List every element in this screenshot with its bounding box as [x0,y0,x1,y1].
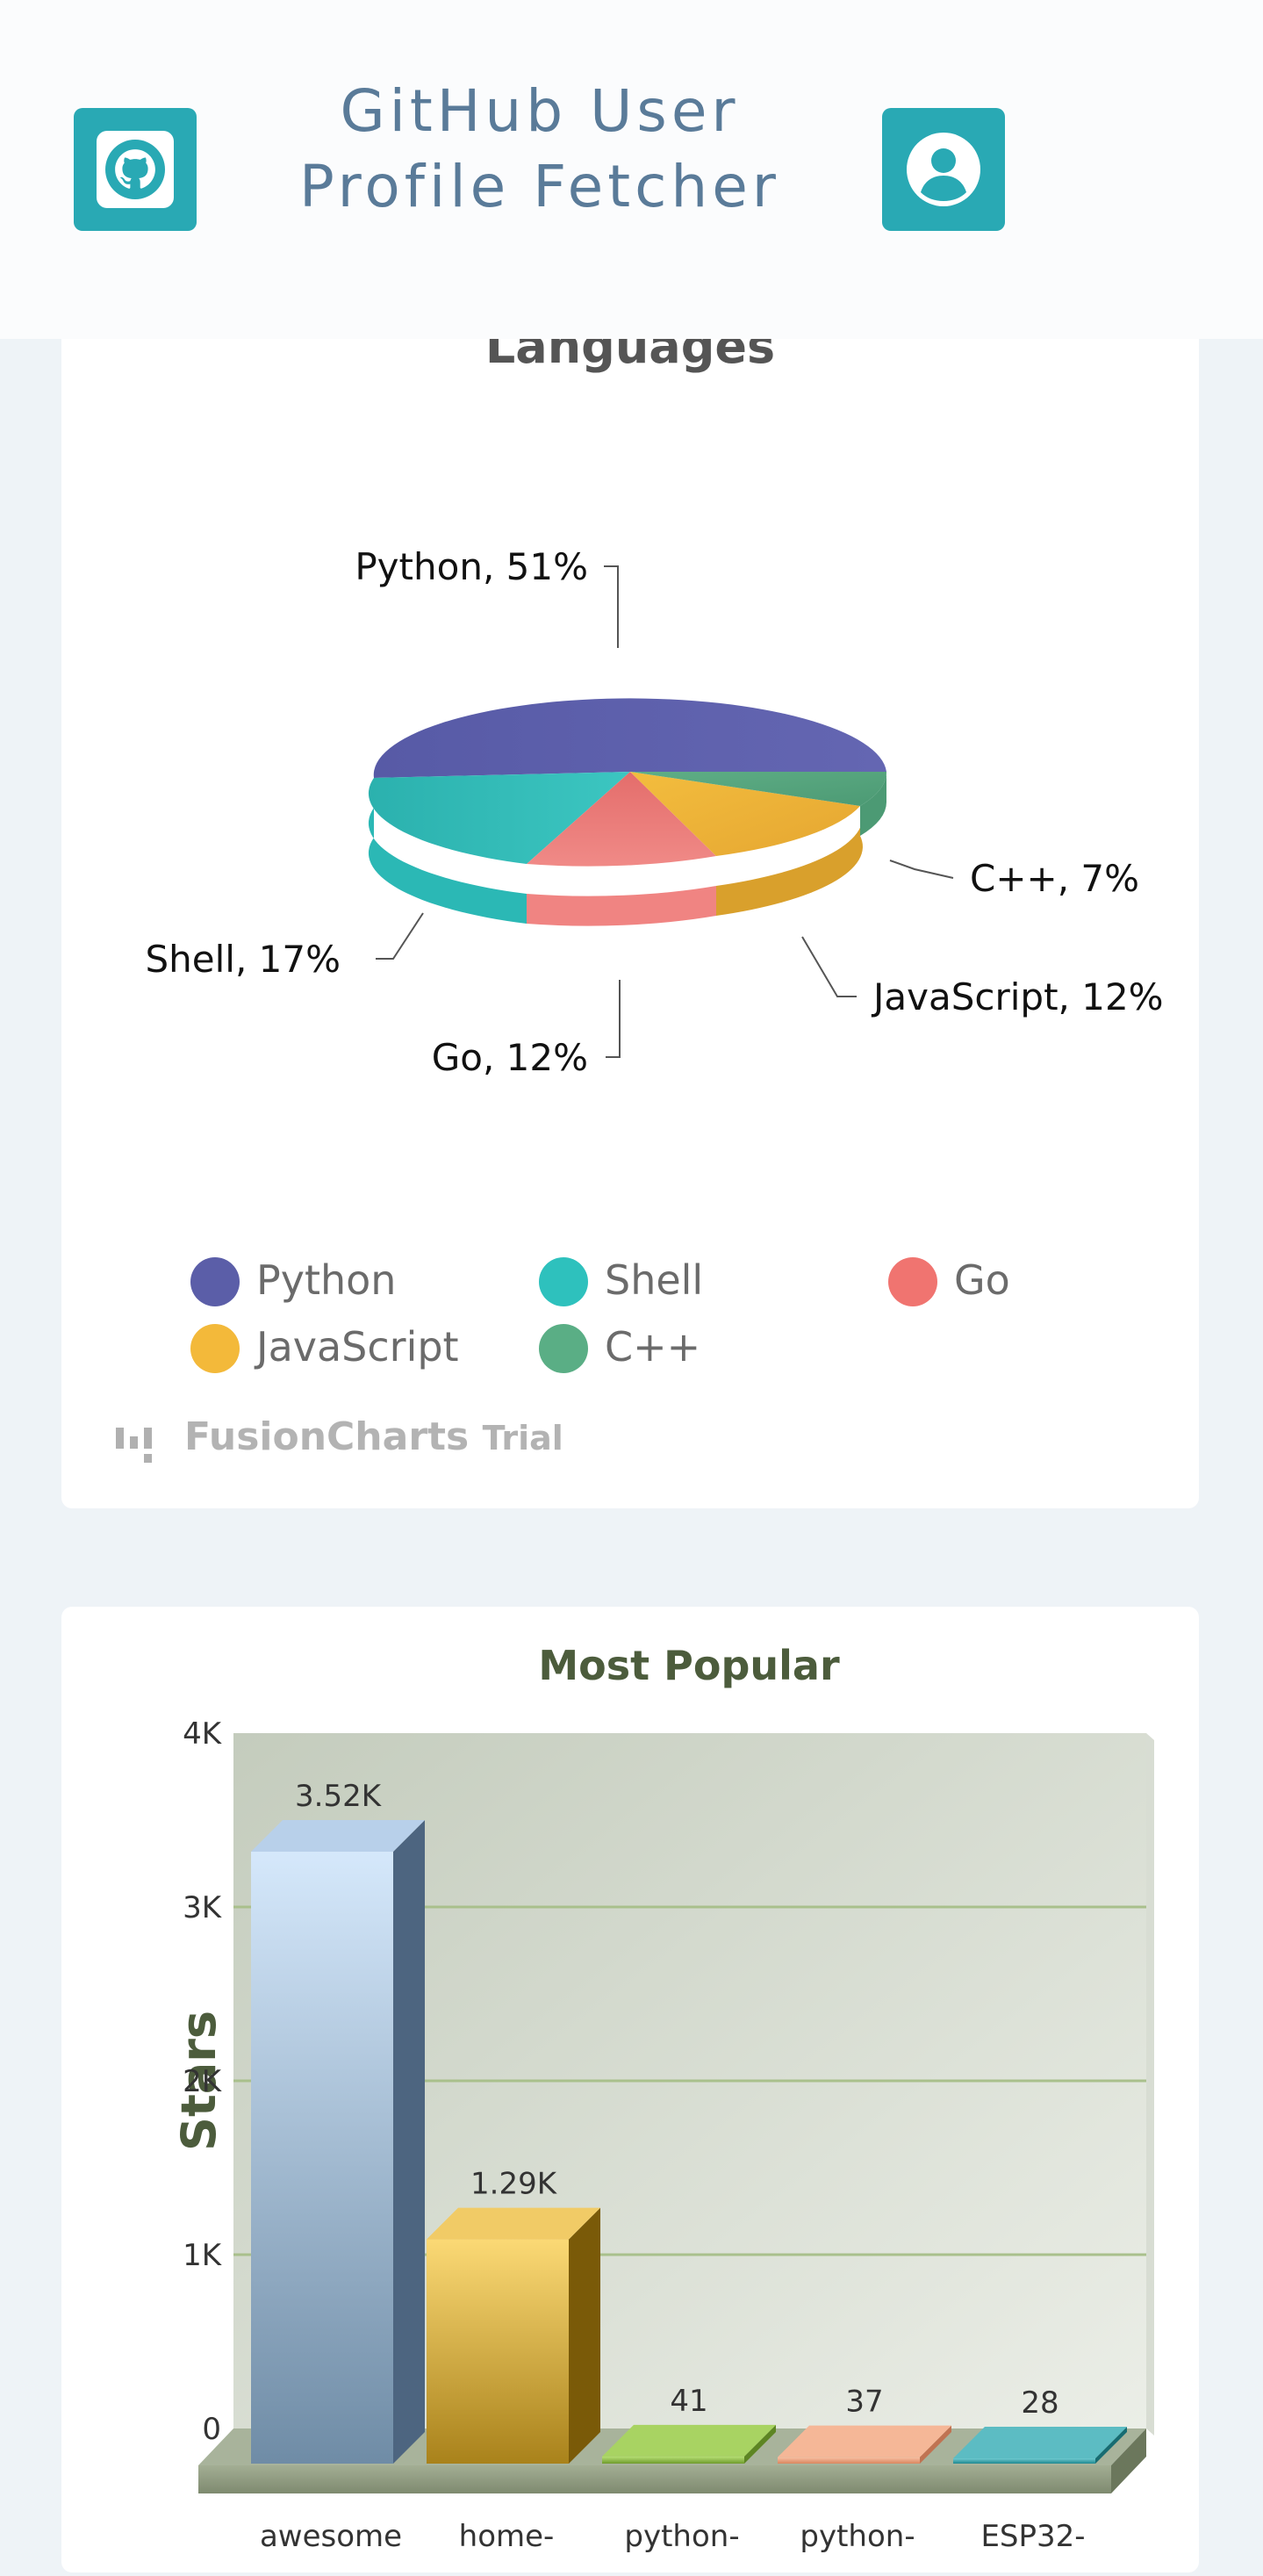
value-labels: 3.52K 1.29K 41 37 28 [295,1779,1059,2421]
bar-top-4 [953,2427,1127,2458]
legend-item-go[interactable]: Go [888,1256,1010,1306]
languages-card: Languages Python, 51% C++, 7% JavaScript… [61,299,1199,1508]
most-popular-card: Most Popular Stars 0 1K 2K 3K 4K 3.52K 1.29K 4… [61,1607,1199,2572]
y-tick-label: 0 [202,2412,221,2447]
svg-text:C++: C++ [605,1323,700,1371]
pie-side-javascript [716,806,863,916]
y-tick-label: 2K [183,2064,223,2099]
bar-top-1 [427,2207,600,2240]
svg-text:JavaScript: JavaScript [254,1323,459,1371]
bar-0[interactable] [251,1852,393,2464]
svg-text:FusionCharts Trial: FusionCharts Trial [184,1414,563,1459]
svg-text:Go: Go [954,1256,1010,1304]
pie-slice-go [527,772,716,867]
bar-4[interactable] [953,2458,1095,2464]
pie-side-shell [368,808,527,924]
bar-value-label-1: 1.29K [470,2167,558,2202]
pie-label-cpp: C++, 7% [970,857,1139,900]
bar-side-4 [1095,2427,1127,2464]
x-tick-label-2: python- [624,2519,739,2554]
svg-text:Python: Python [256,1256,396,1304]
pie-label-shell: Shell, 17% [145,938,341,981]
pie-chart [368,698,887,926]
bars [251,1820,1127,2464]
pie-side-go [527,886,716,926]
x-tick-label-1: home- [459,2519,555,2554]
y-tick-label: 3K [183,1890,223,1925]
profile-button[interactable] [882,108,1005,231]
bar-side-0 [393,1820,425,2464]
pie-side-cpp [860,772,887,836]
watermark-brand: FusionCharts [184,1414,469,1459]
chart-floor-side [1111,2428,1146,2493]
app-title: GitHub User Profile Fetcher [263,74,816,225]
bar-value-label-3: 37 [845,2385,883,2420]
bar-side-3 [920,2425,951,2464]
bar-3[interactable] [778,2457,920,2464]
svg-text:Shell: Shell [605,1256,703,1304]
pie-slice-cpp [630,772,887,806]
pie-label-javascript: JavaScript, 12% [871,975,1164,1018]
y-axis-ticks: 0 1K 2K 3K 4K [183,1716,223,2447]
legend-item-shell[interactable]: Shell [539,1256,703,1306]
fusioncharts-watermark: FusionCharts Trial [116,1414,563,1463]
pie-leader-lines [376,565,954,1058]
bar-top-3 [778,2425,951,2457]
x-tick-label-3: python- [800,2519,915,2554]
user-icon [907,133,980,206]
y-tick-label: 4K [183,1716,223,1752]
bar-value-label-2: 41 [670,2384,707,2419]
pie-legend: Python Shell Go JavaScript C++ [190,1256,1010,1373]
pie-slice-javascript [630,772,860,856]
bar-value-label-0: 3.52K [295,1779,383,1814]
chart-floor-front [198,2465,1111,2493]
app-title-line2: Profile Fetcher [299,153,780,220]
legend-item-cpp[interactable]: C++ [539,1323,700,1373]
watermark-suffix: Trial [483,1419,563,1457]
pie-label-python: Python, 51% [355,545,588,588]
bar-side-1 [569,2207,600,2464]
pie-slice-python [373,698,886,778]
popular-y-axis-title: Stars [171,2011,226,2151]
bar-top-2 [602,2424,776,2457]
x-tick-label-0: awesome [260,2519,402,2554]
bar-1[interactable] [427,2239,569,2464]
bar-value-label-4: 28 [1021,2385,1058,2421]
most-popular-chart: Most Popular Stars 0 1K 2K 3K 4K 3.52K 1.29K 4… [171,1642,1154,2554]
bar-2[interactable] [602,2456,744,2464]
y-tick-label: 1K [183,2238,223,2273]
bar-side-2 [744,2424,776,2464]
pie-label-go: Go, 12% [432,1036,588,1079]
fusioncharts-logo-icon [116,1428,152,1463]
github-button[interactable] [74,108,197,231]
pie-slice-shell [368,772,630,864]
legend-item-python[interactable]: Python [190,1256,396,1306]
bar-top-0 [251,1820,425,1853]
x-tick-label-4: ESP32- [980,2519,1085,2554]
app-header: GitHub User Profile Fetcher [0,0,1263,339]
x-axis-labels: awesome home-python-python- ESP32- [260,2519,1086,2554]
languages-chart: Languages Python, 51% C++, 7% JavaScript… [116,319,1164,1463]
plot-right-wall [1146,1733,1154,2436]
app-title-line1: GitHub User [340,77,740,145]
popular-title: Most Popular [538,1642,840,1689]
legend-item-javascript[interactable]: JavaScript [190,1323,459,1373]
github-icon [97,131,174,208]
